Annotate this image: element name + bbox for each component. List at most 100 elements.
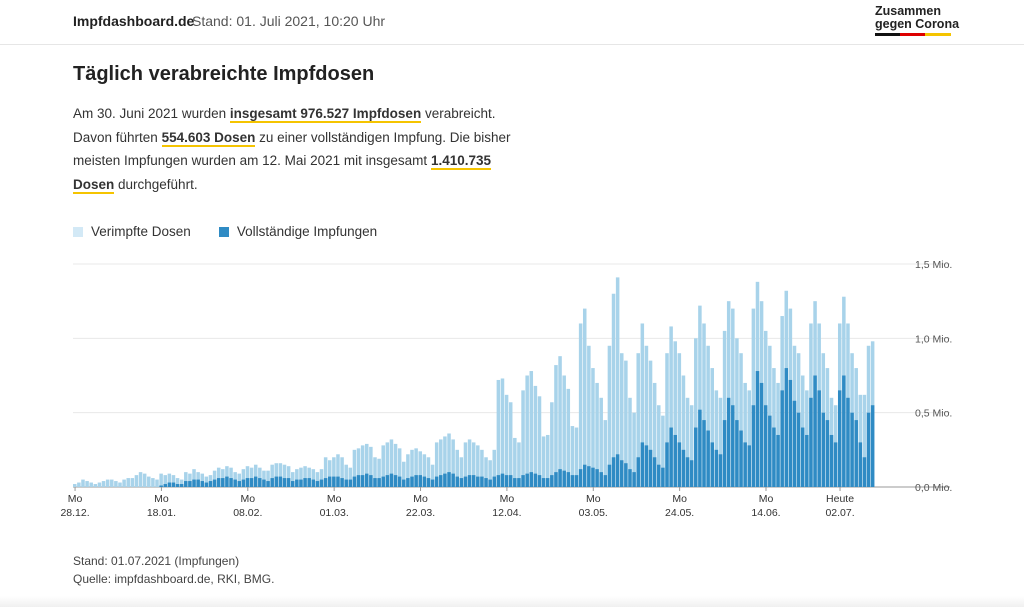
- bar-verimpfte-dosen: [669, 326, 673, 487]
- bar-vollstaendige-impfungen: [669, 427, 673, 487]
- top-bar: Impfdashboard.de Stand: 01. Juli 2021, 1…: [0, 0, 1024, 45]
- bar-vollstaendige-impfungen: [455, 476, 459, 487]
- chart-legend: Verimpfte Dosen Vollständige Impfungen: [73, 224, 377, 239]
- bar-vollstaendige-impfungen: [402, 479, 406, 487]
- bar-verimpfte-dosen: [615, 277, 620, 487]
- bar-verimpfte-dosen: [665, 353, 669, 487]
- bar-vollstaendige-impfungen: [496, 475, 501, 487]
- bar-verimpfte-dosen: [545, 434, 550, 487]
- bar-verimpfte-dosen: [422, 454, 427, 487]
- bar-vollstaendige-impfungen: [365, 473, 369, 487]
- bar-vollstaendige-impfungen: [299, 479, 303, 487]
- bar-vollstaendige-impfungen: [636, 457, 640, 487]
- bar-verimpfte-dosen: [307, 467, 311, 487]
- bar-vollstaendige-impfungen: [463, 476, 468, 487]
- bar-vollstaendige-impfungen: [204, 482, 209, 487]
- bar-verimpfte-dosen: [603, 420, 608, 487]
- bar-verimpfte-dosen: [480, 449, 484, 487]
- bar-vollstaendige-impfungen: [685, 457, 690, 487]
- bar-verimpfte-dosen: [640, 323, 645, 487]
- bar-vollstaendige-impfungen: [858, 442, 863, 487]
- bar-vollstaendige-impfungen: [184, 481, 188, 487]
- full-vaccination-highlight: 554.603 Dosen: [161, 129, 256, 147]
- bar-vollstaendige-impfungen: [620, 460, 624, 487]
- legend-item-vollstaendige-impfungen[interactable]: Vollständige Impfungen: [218, 224, 377, 239]
- x-tick-day: Mo: [759, 493, 774, 505]
- bar-verimpfte-dosen: [167, 473, 172, 487]
- bar-vollstaendige-impfungen: [319, 479, 324, 487]
- x-tick-day: Mo: [327, 493, 342, 505]
- bar-vollstaendige-impfungen: [747, 445, 752, 487]
- bar-verimpfte-dosen: [356, 448, 361, 487]
- bar-vollstaendige-impfungen: [303, 478, 307, 487]
- bar-vollstaendige-impfungen: [488, 479, 492, 487]
- bar-verimpfte-dosen: [726, 301, 731, 487]
- bar-vollstaendige-impfungen: [340, 478, 344, 487]
- bar-verimpfte-dosen: [373, 457, 377, 487]
- bar-vollstaendige-impfungen: [800, 427, 805, 487]
- bar-verimpfte-dosen: [739, 353, 743, 487]
- bar-vollstaendige-impfungen: [574, 475, 579, 487]
- bar-vollstaendige-impfungen: [846, 397, 850, 487]
- legend-label: Verimpfte Dosen: [91, 224, 191, 239]
- bar-vollstaendige-impfungen: [484, 478, 488, 487]
- bar-verimpfte-dosen: [566, 388, 571, 487]
- bar-verimpfte-dosen: [698, 305, 702, 487]
- x-tick-date: 02.07.: [825, 507, 854, 519]
- bar-verimpfte-dosen: [471, 442, 476, 487]
- bar-verimpfte-dosen: [327, 460, 332, 487]
- bar-verimpfte-dosen: [290, 472, 295, 487]
- bar-vollstaendige-impfungen: [241, 479, 246, 487]
- total-doses-highlight: insgesamt 976.527 Impfdosen: [229, 106, 422, 123]
- bar-verimpfte-dosen: [348, 467, 353, 487]
- bar-verimpfte-dosen: [607, 345, 612, 487]
- site-brand-link[interactable]: Impfdashboard.de: [73, 13, 195, 29]
- bar-verimpfte-dosen: [282, 464, 287, 487]
- bar-verimpfte-dosen: [295, 469, 299, 487]
- bar-vollstaendige-impfungen: [554, 472, 558, 487]
- bar-vollstaendige-impfungen: [327, 476, 332, 487]
- bar-vollstaendige-impfungen: [722, 420, 727, 487]
- bar-vollstaendige-impfungen: [348, 479, 353, 487]
- bar-vollstaendige-impfungen: [377, 478, 381, 487]
- bar-vollstaendige-impfungen: [652, 457, 657, 487]
- bar-vollstaendige-impfungen: [706, 430, 710, 487]
- bar-vollstaendige-impfungen: [562, 470, 566, 487]
- bar-verimpfte-dosen: [747, 390, 752, 487]
- bar-verimpfte-dosen: [196, 472, 200, 487]
- bar-vollstaendige-impfungen: [266, 481, 270, 487]
- bar-vollstaendige-impfungen: [866, 412, 871, 487]
- bar-verimpfte-dosen: [171, 475, 176, 487]
- bar-vollstaendige-impfungen: [336, 476, 340, 487]
- x-tick-date: 24.05.: [665, 507, 694, 519]
- bar-vollstaendige-impfungen: [443, 473, 447, 487]
- bar-verimpfte-dosen: [582, 308, 587, 487]
- bar-verimpfte-dosen: [439, 439, 443, 487]
- bar-verimpfte-dosen: [484, 457, 488, 487]
- bar-verimpfte-dosen: [455, 449, 459, 487]
- bar-verimpfte-dosen: [369, 446, 373, 487]
- bar-verimpfte-dosen: [377, 458, 381, 487]
- bar-vollstaendige-impfungen: [591, 467, 595, 487]
- bar-vollstaendige-impfungen: [726, 397, 731, 487]
- bar-verimpfte-dosen: [743, 382, 747, 487]
- logo-line-2: gegen Corona: [875, 17, 960, 31]
- x-tick-date: 28.12.: [60, 507, 89, 519]
- bar-verimpfte-dosen: [689, 405, 694, 487]
- bar-vollstaendige-impfungen: [796, 412, 801, 487]
- bar-vollstaendige-impfungen: [632, 472, 636, 487]
- bar-verimpfte-dosen: [722, 330, 727, 487]
- bar-vollstaendige-impfungen: [570, 475, 575, 487]
- bar-vollstaendige-impfungen: [529, 472, 534, 487]
- y-tick-label: 1,0 Mio.: [915, 333, 952, 345]
- bar-vollstaendige-impfungen: [854, 420, 858, 487]
- zusammen-gegen-corona-logo[interactable]: Zusammen gegen Corona: [875, 5, 959, 36]
- legend-item-verimpfte-dosen[interactable]: Verimpfte Dosen: [73, 224, 191, 239]
- bar-vollstaendige-impfungen: [759, 382, 764, 487]
- bar-vollstaendige-impfungen: [739, 430, 743, 487]
- bar-vollstaendige-impfungen: [504, 475, 509, 487]
- bar-vollstaendige-impfungen: [406, 478, 410, 487]
- bar-vollstaendige-impfungen: [657, 464, 661, 487]
- bar-verimpfte-dosen: [179, 479, 184, 487]
- bar-vollstaendige-impfungen: [163, 484, 167, 487]
